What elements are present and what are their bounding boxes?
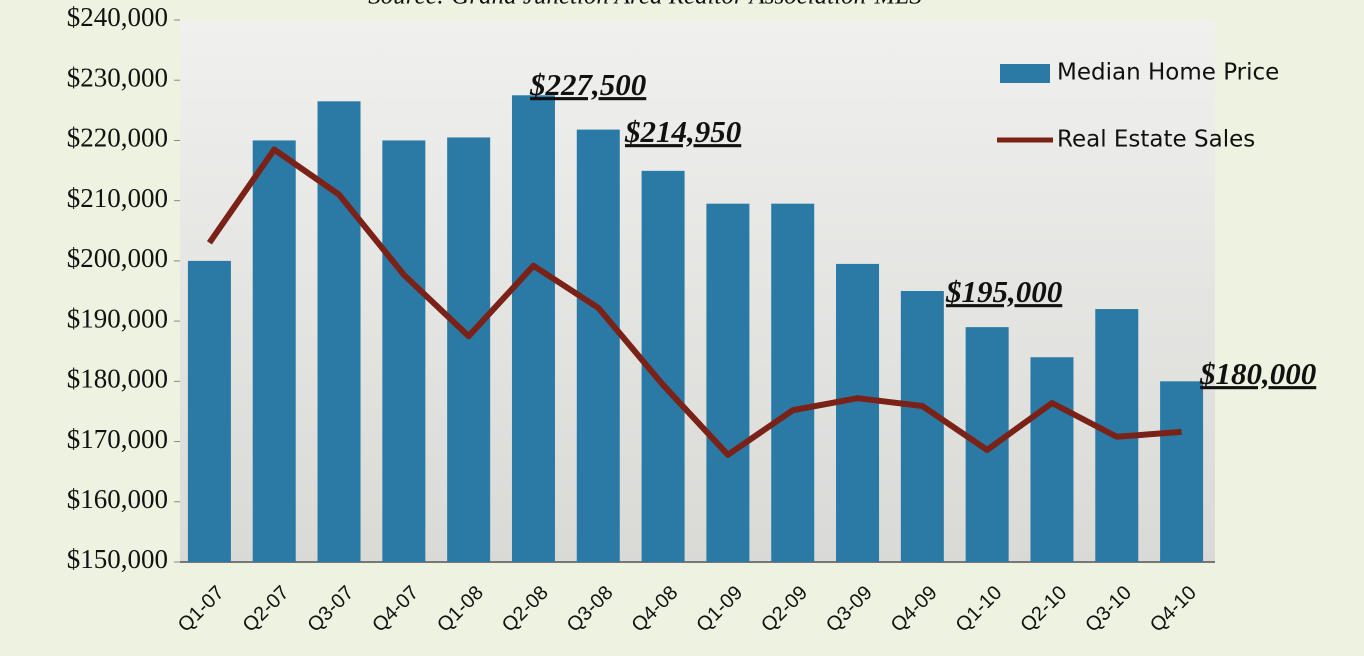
annotation: $227,500 — [529, 67, 646, 102]
bar — [836, 263, 880, 562]
y-tick-label: $160,000 — [67, 484, 168, 514]
y-tick-label: $200,000 — [67, 243, 168, 273]
bar — [1030, 357, 1074, 562]
bar — [447, 137, 491, 562]
bar — [252, 140, 296, 562]
annotation: $195,000 — [945, 274, 1062, 309]
y-tick-label: $190,000 — [67, 303, 168, 333]
legend-label: Median Home Price — [1057, 60, 1279, 86]
y-tick-label: $180,000 — [67, 364, 168, 394]
bar — [965, 327, 1009, 562]
bar — [706, 203, 750, 562]
y-tick-label: $230,000 — [67, 62, 168, 92]
legend-label: Real Estate Sales — [1057, 127, 1255, 153]
y-tick-label: $220,000 — [67, 123, 168, 153]
bar — [511, 95, 555, 563]
annotation: $214,950 — [624, 114, 741, 149]
bar — [187, 260, 231, 562]
bar — [771, 203, 815, 562]
legend-swatch — [1000, 64, 1050, 83]
bar — [1160, 381, 1204, 562]
bar — [382, 140, 426, 562]
annotation: $180,000 — [1199, 356, 1316, 391]
bar — [576, 129, 620, 563]
y-tick-label: $210,000 — [67, 183, 168, 213]
subtitle: Source: Grand Junction Area Realtor Asso… — [368, 0, 922, 10]
y-tick-label: $240,000 — [67, 2, 168, 32]
y-tick-label: $170,000 — [67, 424, 168, 454]
line — [206, 146, 1182, 458]
y-tick-label: $150,000 — [67, 544, 168, 574]
bar — [900, 291, 944, 562]
bar — [317, 101, 361, 563]
